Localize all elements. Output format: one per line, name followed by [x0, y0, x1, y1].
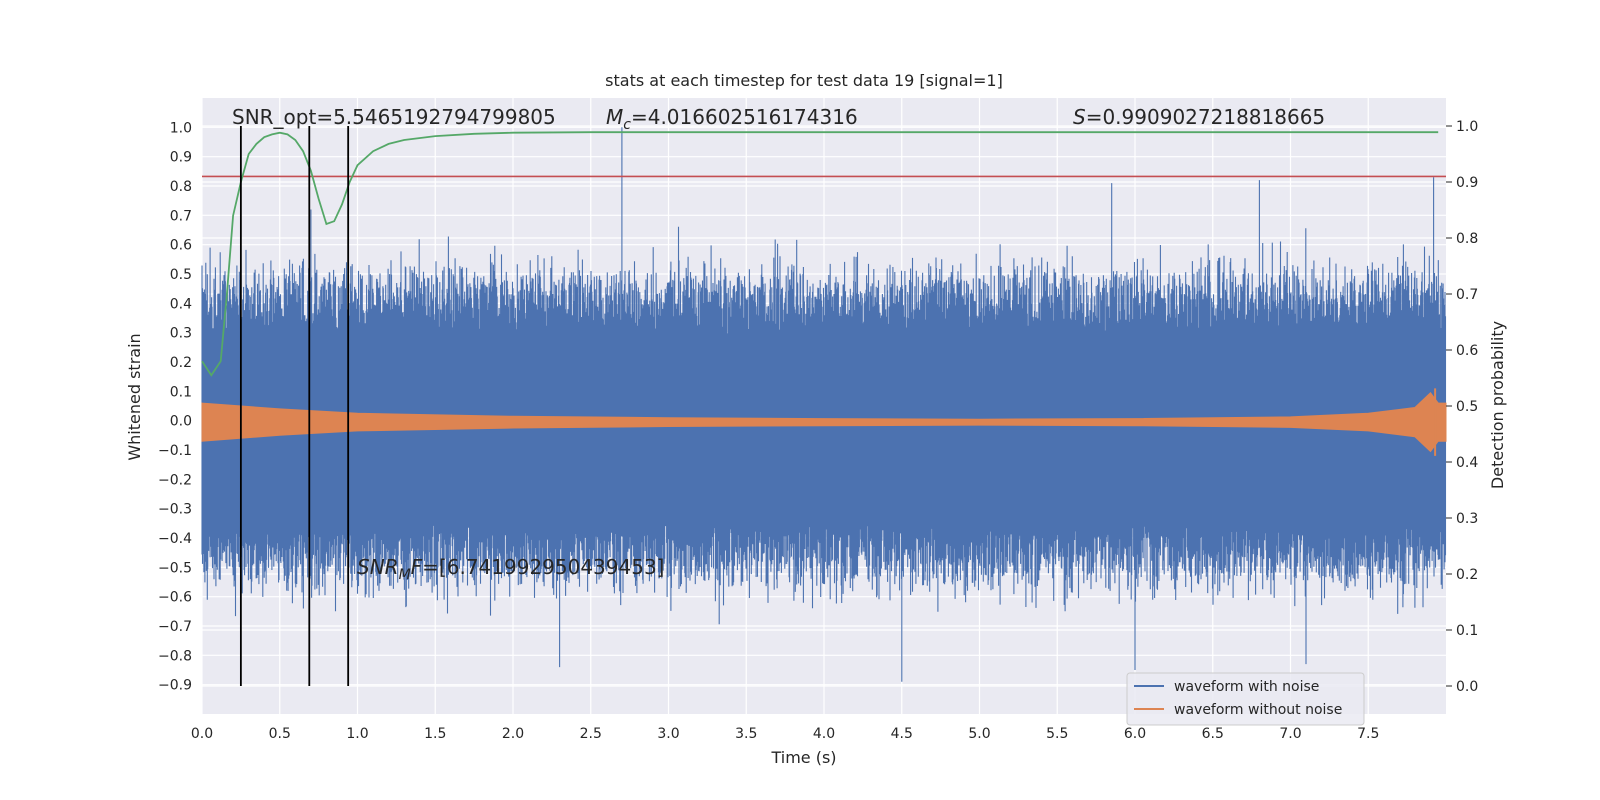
y-right-tick-label: 0.0 — [1456, 679, 1478, 695]
x-tick-label: 6.5 — [1202, 726, 1224, 742]
y-right-tick-label: 0.4 — [1456, 455, 1478, 471]
y-right-tick-label: 1.0 — [1456, 119, 1478, 135]
chart-title: stats at each timestep for test data 19 … — [605, 71, 1003, 90]
series-waveform-without-noise — [201, 388, 1447, 456]
clean-waveform-envelope — [201, 392, 1447, 453]
legend-entry: waveform with noise — [1174, 679, 1319, 695]
x-tick-label: 2.5 — [580, 726, 602, 742]
y-left-tick-label: 0.0 — [170, 414, 192, 430]
x-tick-label: 1.5 — [424, 726, 446, 742]
y-left-tick-label: 0.7 — [170, 208, 192, 224]
y-left-tick-label: −0.2 — [158, 472, 192, 488]
y-right-tick-label: 0.2 — [1456, 567, 1478, 583]
y-left-tick-label: 0.9 — [170, 150, 192, 166]
x-tick-label: 5.5 — [1046, 726, 1068, 742]
x-tick-label: 2.0 — [502, 726, 524, 742]
x-tick-label: 1.0 — [346, 726, 368, 742]
y-left-tick-label: 0.1 — [170, 384, 192, 400]
x-tick-label: 3.0 — [657, 726, 679, 742]
annotation-chirp-mass: Mc=4.016602516174316 — [606, 105, 858, 133]
y-right-tick-label: 0.3 — [1456, 511, 1478, 527]
legend-box — [1126, 672, 1365, 726]
y-left-tick-label: −0.4 — [158, 531, 192, 547]
x-tick-label: 7.5 — [1357, 726, 1379, 742]
y-left-tick-label: −0.8 — [158, 648, 192, 664]
y-left-tick-label: 0.6 — [170, 238, 192, 254]
x-tick-label: 7.0 — [1279, 726, 1301, 742]
x-tick-label: 3.5 — [735, 726, 757, 742]
y-right-tick-label: 0.1 — [1456, 623, 1478, 639]
y-left-tick-label: 0.4 — [170, 296, 192, 312]
detection-probability-line — [201, 131, 1439, 377]
y-left-tick-label: 0.3 — [170, 326, 192, 342]
y-right-tick-label: 0.8 — [1456, 231, 1478, 247]
y-left-tick-label: 0.2 — [170, 355, 192, 371]
y-right-tick-label: 0.5 — [1456, 399, 1478, 415]
x-tick-label: 4.5 — [891, 726, 913, 742]
x-tick-label: 5.0 — [968, 726, 990, 742]
y-left-tick-label: −0.9 — [158, 678, 192, 694]
y-left-tick-label: 0.5 — [170, 267, 192, 283]
y-left-tick-label: −0.3 — [158, 502, 192, 518]
legend: waveform with noise waveform without nois… — [1126, 672, 1365, 726]
y-axis-left-ticks: 1.0 0.9 0.8 0.7 0.6 0.5 0.4 0.3 0.2 0.1 0.0 −0.1 −0.… — [158, 120, 192, 693]
y-right-tick-label: 0.9 — [1456, 175, 1478, 191]
annotations: SNR_opt=5.5465192794799805 Mc=4.016602516… — [232, 105, 1325, 583]
x-axis-label: Time (s) — [770, 748, 836, 767]
annotation-snr-mf: SNRMF=[6.741992950439453] — [357, 555, 665, 583]
x-tick-label: 4.0 — [813, 726, 835, 742]
annotation-snr-opt: SNR_opt=5.5465192794799805 — [232, 105, 556, 129]
y-left-tick-label: 0.8 — [170, 179, 192, 195]
y-left-tick-label: −0.5 — [158, 560, 192, 576]
x-tick-label: 0.5 — [269, 726, 291, 742]
x-tick-label: 0.0 — [191, 726, 213, 742]
y-axis-right-ticks: 1.0 0.9 0.8 0.7 0.6 0.5 0.4 0.3 0.2 0.1 0.0 — [1446, 119, 1478, 695]
annotation-s: S=0.9909027218818665 — [1073, 105, 1325, 129]
x-axis-ticks: 0.0 0.5 1.0 1.5 2.0 2.5 3.0 3.5 4.0 4.5 5.0 5.5 6.0 6… — [191, 726, 1380, 742]
y-left-tick-label: 1.0 — [170, 120, 192, 136]
legend-entry: waveform without noise — [1174, 702, 1342, 718]
vertical-marker-lines — [239, 126, 350, 686]
y-axis-left-label: Whitened strain — [125, 333, 144, 460]
y-axis-right-label: Detection probability — [1488, 321, 1507, 489]
series-detection-probability — [201, 131, 1446, 377]
x-tick-label: 6.0 — [1124, 726, 1146, 742]
y-left-tick-label: −0.1 — [158, 443, 192, 459]
y-right-tick-label: 0.6 — [1456, 343, 1478, 359]
y-right-tick-label: 0.7 — [1456, 287, 1478, 303]
y-left-tick-label: −0.7 — [158, 619, 192, 635]
y-left-tick-label: −0.6 — [158, 590, 192, 606]
